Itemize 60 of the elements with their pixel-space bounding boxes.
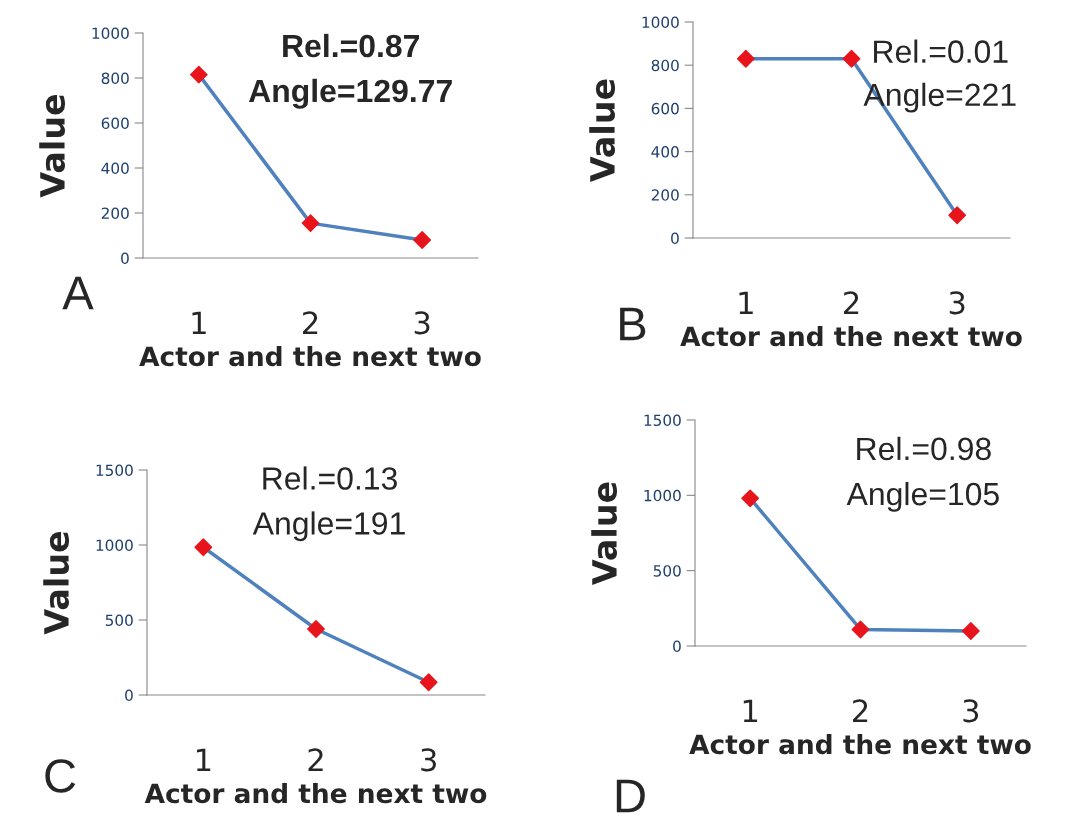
y-tick-label: 0 (121, 252, 129, 265)
annotation: Rel.=0.87 (283, 33, 420, 58)
x-tick-label: 1 (739, 291, 753, 314)
y-tick-label: 500 (653, 565, 681, 577)
annotation: Angle=129.77 (248, 78, 452, 109)
point (419, 673, 438, 692)
x-tick-label: 2 (844, 291, 859, 314)
y-tick-label: 500 (105, 614, 133, 627)
x-tick-label: 3 (414, 311, 430, 335)
x-axis-title: Actor and the next two (680, 325, 1022, 347)
y-axis-title: Value (39, 95, 66, 198)
x-tick-label: 1 (743, 699, 758, 722)
y-axis-title: Value (591, 482, 618, 585)
text: D (616, 779, 645, 813)
y-tick-label: 1500 (644, 414, 681, 427)
y-tick-label: 1000 (92, 27, 129, 40)
y-tick-label: 400 (651, 146, 679, 158)
y-tick-label: 800 (101, 72, 129, 85)
text: C (45, 759, 76, 793)
y-tick-label: 600 (651, 102, 679, 115)
x-axis-title: Actor and the next two (144, 782, 487, 804)
x-tick-label: 2 (308, 748, 323, 771)
y-tick-label: 0 (125, 689, 133, 702)
y-tick-label: 1000 (642, 16, 679, 29)
y-tick-label: 0 (673, 640, 681, 653)
annotation: Rel.=0.01 (874, 39, 1008, 63)
y-axis-title: Value (43, 532, 70, 635)
point (194, 538, 213, 557)
annotation: Rel.=0.13 (263, 466, 397, 490)
x-tick-label: 2 (303, 311, 318, 334)
x-axis-title: Actor and the next two (689, 733, 1031, 755)
y-tick-label: 1000 (96, 539, 133, 552)
text: B (620, 307, 646, 341)
y-axis-title: Value (589, 79, 616, 182)
point (741, 489, 760, 508)
point (413, 231, 432, 249)
y-tick-label: 1000 (644, 489, 681, 502)
y-tick-label: 400 (101, 162, 129, 175)
x-tick-label: 1 (196, 748, 211, 771)
y-tick-label: 800 (651, 59, 679, 72)
x-tick-label: 3 (963, 699, 979, 723)
y-tick-label: 200 (651, 189, 679, 201)
y-tick-label: 1500 (96, 464, 133, 477)
point (961, 622, 980, 640)
y-tick-label: 600 (101, 117, 129, 130)
text: A (62, 276, 94, 310)
x-tick-label: 2 (853, 699, 868, 722)
x-tick-label: 3 (949, 291, 965, 315)
annotation: Angle=105 (846, 481, 999, 512)
point (307, 620, 325, 638)
point (851, 620, 870, 639)
y-tick-label: 0 (671, 232, 679, 245)
point (189, 65, 208, 84)
x-axis-title: Actor and the next two (139, 345, 481, 367)
x-tick-label: 3 (421, 748, 436, 772)
annotation: Rel.=0.98 (857, 436, 991, 461)
y-tick-label: 200 (101, 207, 129, 220)
x-tick-label: 1 (192, 311, 206, 334)
annotation: Angle=191 (252, 511, 405, 542)
point (301, 214, 320, 233)
